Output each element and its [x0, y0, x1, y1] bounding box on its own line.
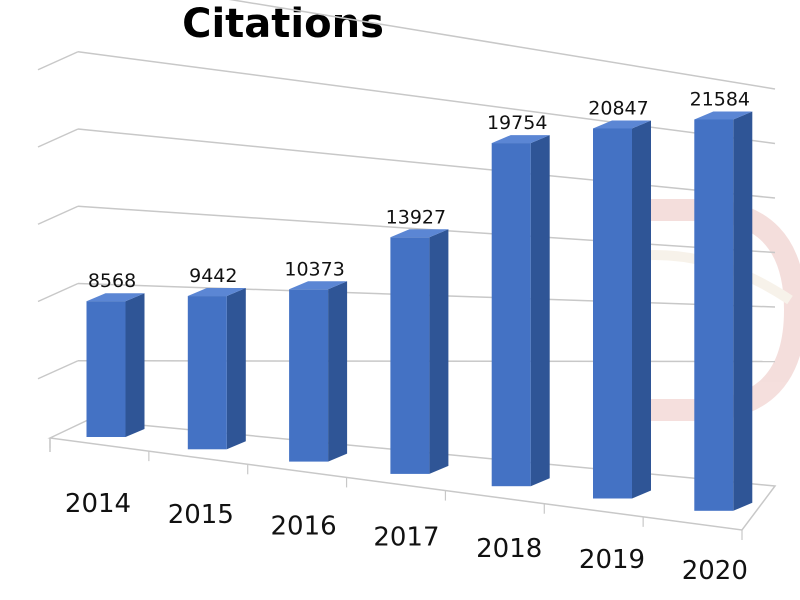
chart-floor — [47, 419, 777, 540]
bar-side — [733, 111, 753, 511]
data-labels: 8568 9442 10373 13927 19754 20847 21584 — [88, 88, 750, 292]
gridline-back-25000 — [77, 51, 776, 145]
gridline-back-20000 — [77, 128, 776, 199]
data-label-2014: 8568 — [88, 270, 136, 292]
bar-top — [86, 293, 145, 302]
gridline-15000 — [37, 205, 79, 225]
bar-side — [125, 293, 145, 437]
gridline-back-30000 — [228, 0, 776, 90]
category-label-2015: 2015 — [168, 500, 234, 530]
bar-2019 — [593, 120, 651, 499]
floor-outline — [47, 419, 777, 531]
category-labels: 2014 2015 2016 2017 2018 2019 2020 — [65, 489, 748, 586]
gridline-25000 — [37, 51, 79, 71]
bar-front — [390, 237, 430, 474]
data-label-2019: 20847 — [588, 97, 648, 119]
category-label-2017: 2017 — [373, 523, 439, 553]
gridline-20000 — [37, 128, 79, 148]
bar-top — [491, 135, 550, 144]
bar-front — [491, 143, 531, 487]
bar-top — [187, 288, 246, 297]
bar-top — [593, 120, 651, 129]
category-label-2018: 2018 — [476, 534, 542, 564]
bar-front — [187, 296, 227, 450]
bar-2020 — [694, 111, 753, 511]
bar-top — [390, 229, 449, 238]
bar-2016 — [289, 281, 348, 462]
category-label-2020: 2020 — [682, 556, 748, 586]
bar-side — [429, 229, 449, 474]
bar-front — [86, 301, 126, 437]
bar-top — [289, 281, 348, 290]
data-label-2020: 21584 — [690, 88, 750, 110]
data-label-2017: 13927 — [386, 206, 446, 228]
category-label-2014: 2014 — [65, 489, 131, 519]
bar-side — [226, 288, 246, 450]
bar-2017 — [390, 229, 449, 474]
bar-2018 — [491, 135, 550, 487]
category-label-2019: 2019 — [579, 545, 645, 575]
bar-front — [593, 128, 632, 499]
data-label-2018: 19754 — [487, 112, 547, 134]
bar-side — [328, 281, 348, 462]
bar-2015 — [187, 288, 246, 450]
data-label-2016: 10373 — [284, 258, 344, 280]
bar-front — [289, 289, 329, 462]
bars — [86, 111, 753, 511]
gridline-10000 — [37, 282, 79, 303]
bar-2014 — [86, 293, 145, 437]
data-label-2015: 9442 — [189, 265, 237, 287]
bar-side — [530, 135, 550, 487]
category-label-2016: 2016 — [271, 511, 337, 541]
bar-top — [694, 111, 753, 120]
gridline-5000 — [37, 360, 79, 380]
bar-side — [632, 120, 651, 499]
bar-front — [694, 119, 734, 511]
